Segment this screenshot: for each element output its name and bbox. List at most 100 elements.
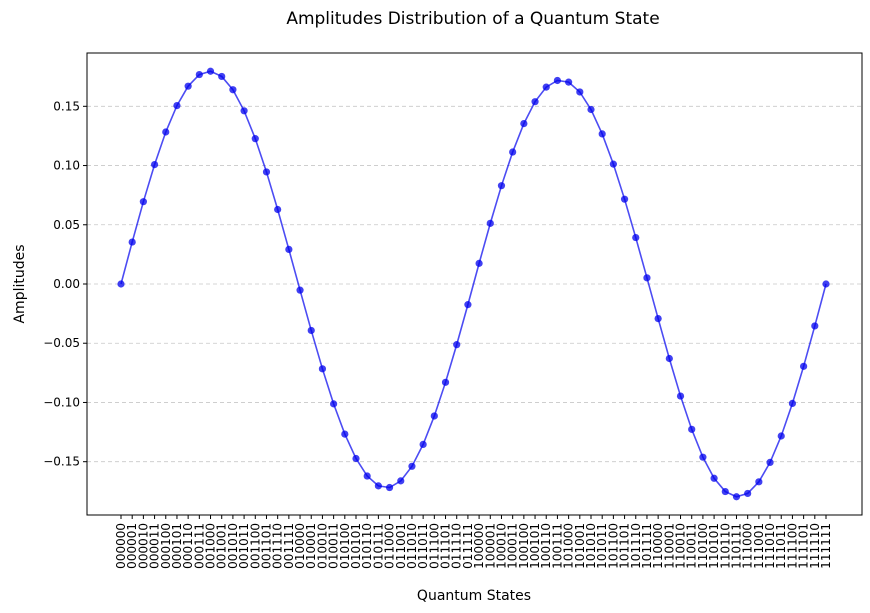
x-tick-label: 101100 — [606, 523, 620, 569]
data-point — [229, 86, 237, 94]
data-series — [117, 67, 830, 501]
data-point — [307, 326, 315, 335]
data-point — [497, 182, 506, 190]
data-point — [688, 425, 696, 433]
data-point — [531, 98, 539, 106]
data-point — [330, 400, 338, 408]
x-tick-label: 001110 — [271, 523, 285, 569]
x-tick-label: 101111 — [640, 523, 654, 569]
x-tick-label: 001010 — [226, 523, 240, 569]
data-point — [128, 238, 136, 246]
x-tick-label: 001001 — [215, 523, 229, 569]
data-point — [218, 72, 226, 81]
x-tick-label: 111010 — [763, 523, 777, 569]
x-tick-label: 100111 — [550, 523, 564, 569]
data-point — [609, 160, 617, 168]
data-point — [755, 478, 763, 486]
data-point — [430, 412, 438, 420]
x-tick-label: 000001 — [125, 523, 139, 569]
data-point — [397, 477, 405, 485]
x-tick-label: 100110 — [539, 523, 553, 569]
y-tick-label: −0.05 — [43, 336, 80, 350]
x-tick-label: 001100 — [248, 523, 262, 569]
x-tick-label: 011000 — [383, 523, 397, 569]
x-tick-label: 110001 — [662, 523, 676, 569]
data-point — [251, 135, 259, 143]
data-point — [274, 205, 282, 214]
y-axis-title: Amplitudes — [12, 244, 28, 323]
y-tick-label: 0.10 — [53, 159, 80, 173]
x-tick-label: 011011 — [416, 523, 430, 569]
x-tick-label: 000101 — [170, 523, 184, 569]
y-gridlines — [87, 105, 862, 463]
data-point — [117, 280, 125, 288]
x-tick-label: 001011 — [237, 523, 251, 569]
data-point — [509, 148, 517, 156]
series-line — [120, 70, 827, 498]
data-point — [811, 322, 819, 330]
x-tick-label: 011010 — [405, 523, 419, 569]
x-tick-label: 101000 — [562, 523, 576, 569]
axis-ticks: −0.15−0.10−0.050.000.050.100.15000000000… — [43, 99, 833, 569]
chart-title: Amplitudes Distribution of a Quantum Sta… — [286, 9, 659, 29]
x-tick-label: 011001 — [394, 523, 408, 569]
x-tick-label: 010001 — [304, 523, 318, 569]
data-point — [408, 462, 416, 470]
x-tick-label: 110110 — [718, 523, 732, 569]
x-tick-label: 010011 — [327, 523, 341, 569]
x-tick-label: 001111 — [282, 523, 296, 569]
x-tick-label: 110000 — [651, 523, 665, 569]
data-point — [710, 474, 718, 482]
x-tick-label: 111110 — [808, 523, 822, 569]
data-point — [800, 362, 808, 370]
x-tick-label: 011111 — [461, 523, 475, 569]
data-point — [576, 88, 584, 96]
data-point — [620, 195, 629, 203]
data-point — [285, 245, 293, 254]
data-point — [520, 120, 528, 128]
data-point — [565, 78, 573, 86]
x-tick-label: 000010 — [136, 523, 150, 569]
data-point — [150, 160, 159, 169]
x-tick-label: 100010 — [494, 523, 508, 569]
data-point — [352, 454, 360, 463]
data-point — [788, 399, 797, 408]
x-tick-label: 110101 — [707, 523, 721, 569]
plot-frame — [86, 52, 863, 516]
data-point — [419, 440, 427, 448]
data-point — [318, 365, 327, 373]
data-point — [486, 219, 494, 227]
data-point — [822, 280, 830, 288]
data-point — [732, 493, 741, 501]
data-point — [744, 489, 752, 498]
x-tick-label: 101110 — [629, 523, 643, 569]
data-point — [587, 105, 595, 114]
x-tick-label: 111101 — [797, 523, 811, 569]
x-tick-label: 010111 — [371, 523, 385, 569]
data-point — [184, 82, 192, 90]
x-tick-label: 100000 — [472, 523, 486, 569]
x-tick-label: 000000 — [114, 523, 128, 569]
data-point — [699, 453, 707, 461]
y-tick-label: −0.10 — [43, 395, 80, 409]
x-tick-label: 111100 — [785, 523, 799, 569]
x-tick-label: 111111 — [819, 523, 833, 569]
x-tick-label: 101011 — [595, 523, 609, 569]
data-point — [262, 168, 271, 176]
y-tick-label: 0.00 — [53, 277, 80, 291]
x-tick-label: 100100 — [517, 523, 531, 569]
data-point — [464, 301, 472, 309]
x-tick-label: 110010 — [674, 523, 688, 569]
data-point — [441, 378, 450, 386]
x-tick-label: 110100 — [696, 523, 710, 569]
x-tick-label: 010010 — [315, 523, 329, 569]
x-tick-label: 010000 — [293, 523, 307, 569]
x-tick-label: 101010 — [584, 523, 598, 569]
data-point — [296, 286, 304, 294]
x-tick-label: 110111 — [729, 523, 743, 569]
data-point — [643, 274, 651, 282]
x-tick-label: 000111 — [192, 523, 206, 569]
data-point — [676, 392, 685, 400]
